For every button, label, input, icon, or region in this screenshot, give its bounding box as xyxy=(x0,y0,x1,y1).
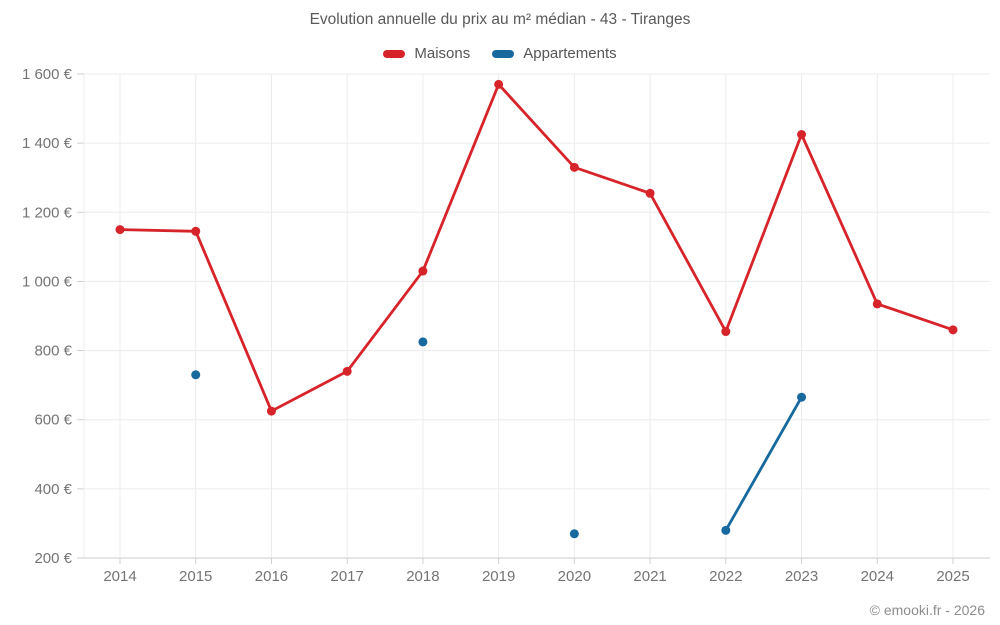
y-tick-label: 600 € xyxy=(34,412,72,429)
x-tick-label: 2015 xyxy=(179,568,212,585)
legend-item-appartements[interactable]: Appartements xyxy=(492,45,617,62)
x-tick-label: 2021 xyxy=(633,568,666,585)
legend-label: Appartements xyxy=(523,45,617,62)
x-tick-label: 2014 xyxy=(103,568,136,585)
point-appartements-2023[interactable] xyxy=(797,392,807,402)
point-maisons-2015[interactable] xyxy=(191,226,201,236)
point-maisons-2020[interactable] xyxy=(569,162,579,172)
point-maisons-2022[interactable] xyxy=(721,327,731,337)
x-tick-label: 2025 xyxy=(936,568,969,585)
y-tick-label: 800 € xyxy=(34,343,72,360)
legend-swatch-maisons xyxy=(383,49,406,58)
point-maisons-2023[interactable] xyxy=(797,130,807,139)
y-tick-label: 400 € xyxy=(34,481,72,498)
y-tick-label: 200 € xyxy=(34,550,72,567)
y-tick-label: 1 000 € xyxy=(22,273,73,290)
x-tick-label: 2018 xyxy=(406,568,439,585)
y-tick-label: 1 400 € xyxy=(22,135,73,152)
x-tick-label: 2016 xyxy=(255,568,288,585)
point-maisons-2018[interactable] xyxy=(418,266,428,276)
point-appartements-2018[interactable] xyxy=(418,337,428,347)
series-line-appartements xyxy=(724,395,803,532)
point-maisons-2021[interactable] xyxy=(645,188,655,198)
point-maisons-2017[interactable] xyxy=(342,366,352,376)
point-maisons-2019[interactable] xyxy=(494,79,504,89)
point-appartements-2015[interactable] xyxy=(191,370,201,380)
chart-title: Evolution annuelle du prix au m² médian … xyxy=(309,11,691,28)
legend-item-maisons[interactable]: Maisons xyxy=(383,45,470,62)
x-tick-label: 2019 xyxy=(482,568,515,585)
legend-label: Maisons xyxy=(414,45,471,62)
point-maisons-2014[interactable] xyxy=(115,225,125,235)
point-maisons-2016[interactable] xyxy=(266,406,276,416)
copyright-text: © emooki.fr - 2026 xyxy=(869,602,985,618)
x-tick-label: 2024 xyxy=(861,568,894,585)
x-tick-label: 2022 xyxy=(709,568,742,585)
point-appartements-2022[interactable] xyxy=(721,525,731,535)
x-tick-label: 2020 xyxy=(558,568,591,585)
legend-swatch-appartements xyxy=(492,49,515,58)
series-line-maisons xyxy=(118,82,955,413)
y-tick-label: 1 600 € xyxy=(22,66,73,83)
x-tick-label: 2017 xyxy=(330,568,363,585)
x-tick-label: 2023 xyxy=(785,568,818,585)
chart-legend: Maisons Appartements xyxy=(0,45,1000,62)
y-tick-label: 1 200 € xyxy=(22,204,73,221)
point-maisons-2024[interactable] xyxy=(872,299,882,309)
point-maisons-2025[interactable] xyxy=(948,325,958,335)
point-appartements-2020[interactable] xyxy=(569,529,579,539)
